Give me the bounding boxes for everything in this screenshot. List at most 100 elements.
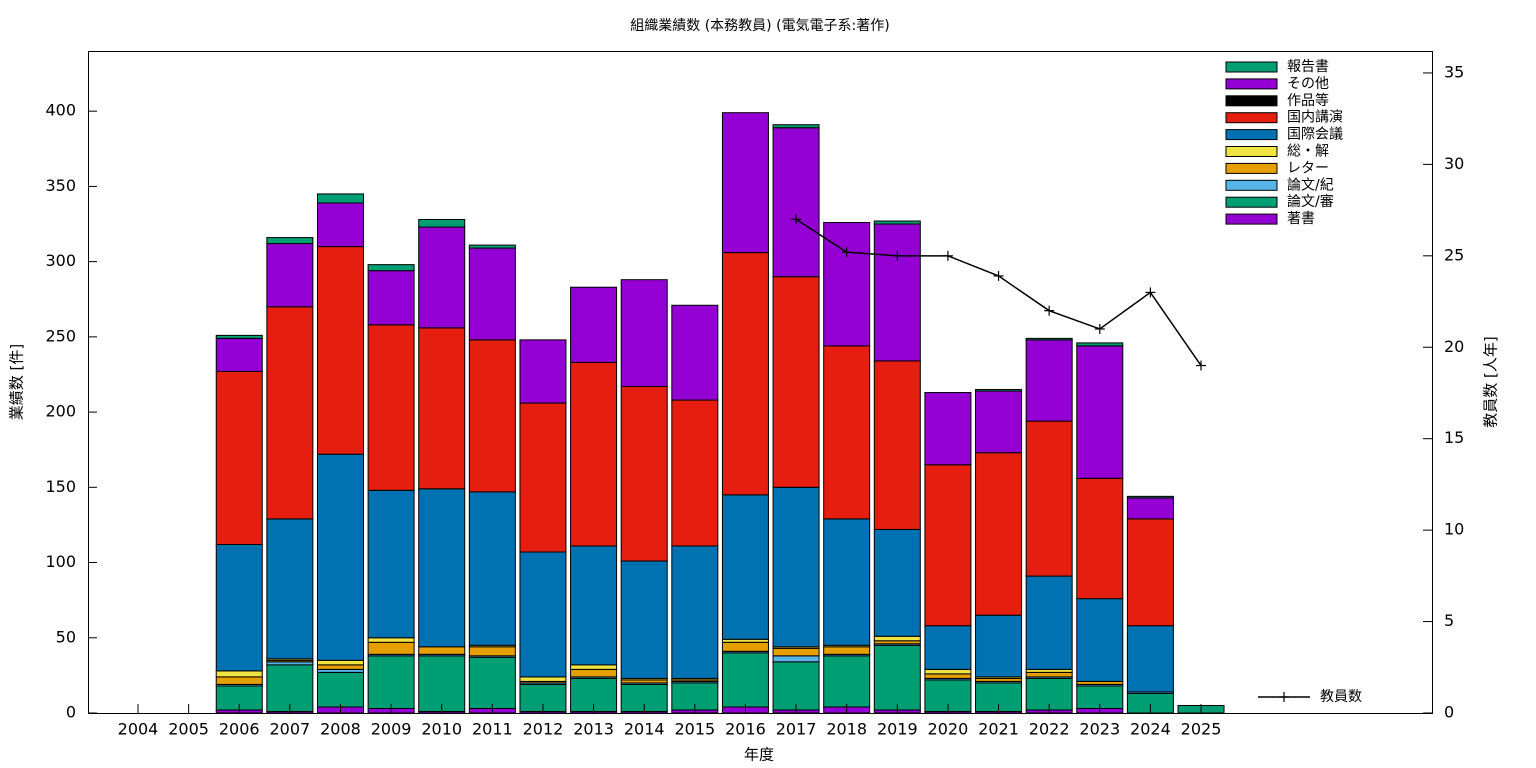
bar-segment-2018-series-2 xyxy=(823,655,871,708)
bar-segment-2006-series-7 xyxy=(215,370,263,545)
x-tick-label: 2012 xyxy=(523,720,564,739)
bar-segment-2022-series-7 xyxy=(1025,420,1073,577)
bar-segment-2013-series-7 xyxy=(570,361,618,547)
bar-segment-2014-series-9 xyxy=(620,279,668,388)
bar-segment-2018-series-4 xyxy=(823,646,871,655)
bar-segment-2024-series-9 xyxy=(1126,497,1174,520)
bar-segment-2023-series-9 xyxy=(1076,345,1124,479)
legend-swatch xyxy=(1225,146,1278,157)
y-tick-label: 0 xyxy=(66,703,76,722)
y2-tick-label: 25 xyxy=(1444,245,1464,264)
legend-label: 国際会議 xyxy=(1287,126,1343,143)
line-point-2025 xyxy=(1196,360,1207,371)
y2-axis: 0 5 10 15 20 25 30 35 xyxy=(1423,62,1464,722)
bar-segment-2022-series-10 xyxy=(1025,337,1073,341)
x-tick-label: 2008 xyxy=(320,720,361,739)
bar-segment-2006-series-4 xyxy=(215,676,263,685)
bar-segment-2011-series-4 xyxy=(468,646,516,657)
bar-segment-2008-series-5 xyxy=(316,659,364,666)
y-tick-label: 300 xyxy=(45,251,76,270)
bar-segment-2007-series-9 xyxy=(266,243,314,308)
bar-segment-2012-series-5 xyxy=(519,676,567,682)
y2-axis-label: 教員数 [人年] xyxy=(1482,336,1500,427)
legend-swatch xyxy=(1225,196,1278,208)
bar-segment-2018-series-7 xyxy=(823,345,871,520)
y2-tick-label: 35 xyxy=(1444,62,1464,81)
bar-segment-2007-series-7 xyxy=(266,306,314,520)
bar-segment-2023-series-7 xyxy=(1076,477,1124,600)
line-point-2018 xyxy=(841,247,852,258)
x-axis: 2004 2005 2006 2007 2008 2009 2010 2011 2012 2013… xyxy=(118,704,1221,739)
y2-tick-label: 10 xyxy=(1444,520,1464,539)
bar-segment-2019-series-9 xyxy=(873,223,921,362)
bar-segment-2008-series-6 xyxy=(316,453,364,661)
legend-label: レター xyxy=(1287,160,1329,176)
bar-segment-2007-series-10 xyxy=(266,237,314,245)
legend-swatch xyxy=(1225,179,1278,191)
legend-item-3: 論文/紀 xyxy=(1225,177,1334,193)
legend-label: 総・解 xyxy=(1287,144,1329,160)
y-tick-label: 350 xyxy=(45,176,76,195)
bar-segment-2021-series-6 xyxy=(975,614,1023,678)
bar-segment-2020-series-5 xyxy=(924,668,972,675)
legend-item-8: 作品等 xyxy=(1225,92,1329,109)
bar-segment-2011-series-2 xyxy=(468,656,516,709)
x-tick-label: 2018 xyxy=(826,720,867,739)
legend-swatch xyxy=(1225,213,1278,225)
bar-segment-2024-series-7 xyxy=(1126,518,1174,627)
bar-segment-2011-series-9 xyxy=(468,247,516,341)
y2-tick-label: 20 xyxy=(1444,337,1464,356)
bar-segment-2009-series-6 xyxy=(367,489,415,639)
bar-segment-2023-series-6 xyxy=(1076,598,1124,682)
x-tick-label: 2014 xyxy=(624,720,665,739)
bar-segment-2011-series-7 xyxy=(468,339,516,493)
x-tick-label: 2021 xyxy=(978,720,1019,739)
legend-swatch xyxy=(1225,129,1278,141)
bar-segment-2021-series-7 xyxy=(975,452,1023,616)
bar-segment-2009-series-4 xyxy=(367,641,415,655)
plot-border xyxy=(88,51,1433,714)
bar-segment-2010-series-9 xyxy=(418,226,466,329)
line-legend: 教員数 xyxy=(1258,689,1362,705)
bar-segment-2010-series-6 xyxy=(418,488,466,648)
bar-segment-2010-series-2 xyxy=(418,655,466,712)
x-tick-label: 2004 xyxy=(118,720,159,739)
y-tick-label: 400 xyxy=(45,101,76,120)
bar-segment-2017-series-10 xyxy=(772,124,820,129)
bar-segment-2016-series-9 xyxy=(721,112,769,254)
bar-segment-2022-series-9 xyxy=(1025,339,1073,422)
bar-segment-2011-series-6 xyxy=(468,491,516,646)
x-tick-label: 2011 xyxy=(472,720,513,739)
bar-segment-2013-series-9 xyxy=(570,286,618,363)
bar-segment-2018-series-6 xyxy=(823,518,871,646)
y-tick-label: 150 xyxy=(45,477,76,496)
legend-label: 著書 xyxy=(1287,211,1315,227)
bar-segment-2023-series-10 xyxy=(1076,342,1124,347)
line-point-2017 xyxy=(791,214,802,225)
bar-segment-2016-series-4 xyxy=(721,641,769,652)
y2-tick-label: 5 xyxy=(1444,611,1454,630)
bar-segment-2016-series-6 xyxy=(721,494,769,640)
bar-segment-2006-series-5 xyxy=(215,670,263,678)
y-axis: 0 50 100 150 200 250 300 350 400 xyxy=(45,101,97,722)
bar-segment-2021-series-9 xyxy=(975,390,1023,454)
bar-segment-2012-series-6 xyxy=(519,551,567,678)
bar-segment-2017-series-2 xyxy=(772,661,820,711)
bar-segment-2006-series-9 xyxy=(215,337,263,372)
chart-title: 組織業績数 (本務教員) (電気電子系:著作) xyxy=(630,18,889,34)
bar-segment-2006-series-6 xyxy=(215,543,263,672)
legend-swatch xyxy=(1225,95,1278,107)
x-tick-label: 2006 xyxy=(219,720,260,739)
bar-segment-2014-series-6 xyxy=(620,560,668,679)
bar-segment-2012-series-9 xyxy=(519,339,567,404)
bar-segment-2008-series-10 xyxy=(316,193,364,204)
y2-tick-label: 0 xyxy=(1444,703,1454,722)
bar-segment-2019-series-5 xyxy=(873,635,921,642)
line-point-2023 xyxy=(1094,323,1105,334)
bar-segment-2007-series-2 xyxy=(266,664,314,712)
x-axis-label: 年度 xyxy=(744,746,774,764)
y-tick-label: 250 xyxy=(45,326,76,345)
legend-item-2: 論文/審 xyxy=(1225,194,1334,210)
line-point-2021 xyxy=(993,270,1004,281)
